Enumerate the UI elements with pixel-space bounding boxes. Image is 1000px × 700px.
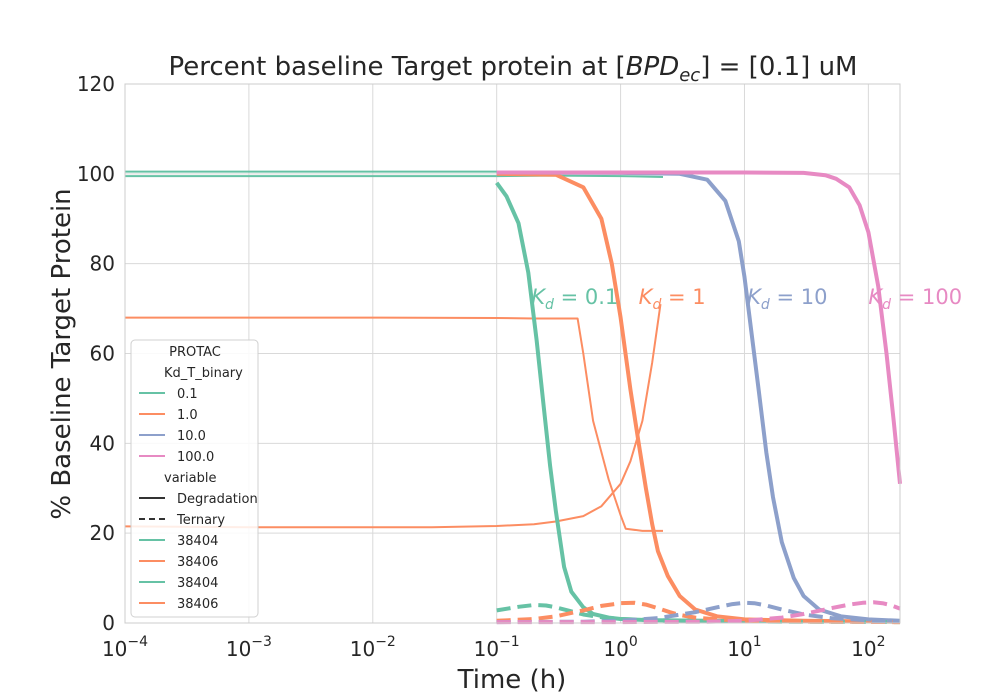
degradation-series-line — [125, 316, 663, 532]
degradation-series-line — [496, 170, 901, 623]
x-tick-label: 101 — [727, 634, 761, 661]
x-tick-label: 100 — [603, 634, 637, 661]
legend: PROTAC Kd_T_binary 0.1 1.0 10.0 100.0 variable… — [130, 339, 259, 618]
axis-ticks: 10−4 10−3 10−2 10−1 100 101 102 0 20 40 60 80 100 120 — [77, 72, 886, 661]
y-tick-label: 80 — [90, 252, 115, 276]
legend-box — [130, 339, 259, 618]
legend-entry-label: 38406 — [177, 555, 218, 570]
legend-entry-label: 38404 — [177, 576, 218, 591]
kd-annotation: Kd = 0.1 — [531, 285, 618, 313]
chart-title: Percent baseline Target protein at [BPDe… — [169, 52, 858, 86]
legend-entry-label: 1.0 — [177, 408, 198, 423]
degradation-series-line — [496, 171, 901, 624]
kd-annotations: Kd = 0.1 Kd = 1 Kd = 10 Kd = 100 — [531, 285, 962, 313]
title-prefix: Percent baseline Target protein at [ — [169, 52, 626, 82]
plot-frame — [124, 83, 901, 624]
kd-annotation: Kd = 100 — [868, 285, 962, 313]
legend-header: Kd_T_binary — [164, 366, 243, 381]
title-math: BPD — [626, 52, 680, 82]
degradation-series-line — [124, 303, 662, 529]
legend-entry-label: 0.1 — [177, 387, 198, 402]
y-tick-label: 100 — [77, 162, 115, 186]
y-tick-label: 0 — [102, 611, 115, 635]
ternary-series-line — [496, 600, 901, 625]
x-tick-label: 10−2 — [350, 634, 396, 661]
y-tick-label: 60 — [90, 342, 115, 366]
legend-entry-label: 100.0 — [177, 450, 214, 465]
x-tick-label: 10−3 — [226, 634, 272, 661]
ternary-series-line — [496, 600, 901, 625]
legend-header: variable — [164, 471, 216, 486]
degradation-series-line — [496, 170, 902, 484]
x-axis-title: Time (h) — [457, 665, 567, 695]
x-tick-label: 10−4 — [102, 634, 148, 661]
y-tick-label: 40 — [90, 431, 115, 455]
legend-entry-label: 10.0 — [177, 429, 206, 444]
y-axis-title: % Baseline Target Protein — [47, 188, 77, 519]
x-tick-label: 10−1 — [474, 634, 520, 661]
y-tick-label: 120 — [77, 72, 115, 96]
title-suffix: ] = [0.1] uM — [700, 52, 857, 82]
legend-entry-label: 38404 — [177, 534, 218, 549]
legend-entry-label: Degradation — [177, 492, 258, 507]
y-tick-label: 20 — [90, 521, 115, 545]
plot-series — [124, 170, 902, 625]
legend-title: PROTAC — [169, 345, 221, 360]
legend-entry-label: Ternary — [176, 513, 225, 528]
title-math-sub: ec — [679, 65, 700, 86]
kd-annotation: Kd = 1 — [639, 285, 706, 313]
degradation-series-line — [495, 181, 901, 624]
kd-annotation: Kd = 10 — [747, 285, 827, 313]
x-tick-label: 102 — [851, 634, 885, 661]
legend-entry-label: 38406 — [177, 597, 218, 612]
